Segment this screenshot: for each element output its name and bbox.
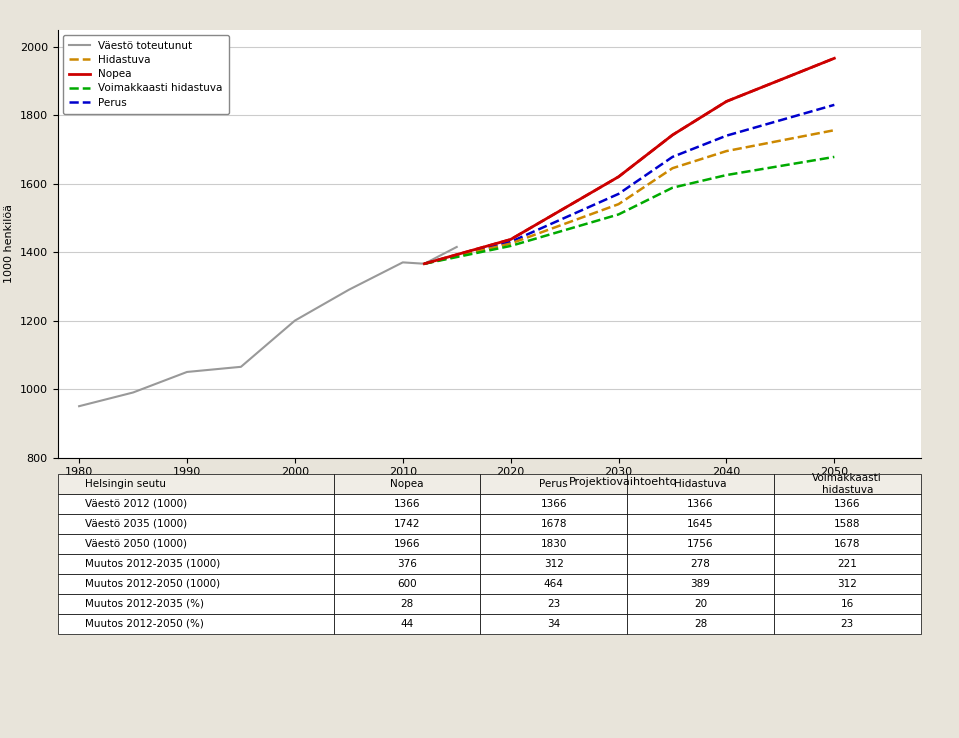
Väestö toteutunut	[235, 362, 246, 371]
Y-axis label: 1000 henkilöä: 1000 henkilöä	[4, 204, 14, 283]
Hidastuva	[829, 125, 840, 134]
Hidastuva	[720, 147, 732, 156]
Väestö toteutunut	[397, 258, 409, 267]
Line: Väestö toteutunut: Väestö toteutunut	[80, 247, 456, 406]
Line: Nopea: Nopea	[424, 58, 834, 263]
Perus	[667, 153, 678, 162]
Perus	[504, 238, 516, 246]
Voimakkaasti hidastuva	[829, 153, 840, 162]
Line: Hidastuva: Hidastuva	[424, 130, 834, 263]
Perus	[613, 190, 624, 199]
Väestö toteutunut	[451, 243, 462, 252]
Hidastuva	[418, 259, 430, 268]
Hidastuva	[613, 200, 624, 209]
Voimakkaasti hidastuva	[418, 259, 430, 268]
Legend: Väestö toteutunut, Hidastuva, Nopea, Voimakkaasti hidastuva, Perus: Väestö toteutunut, Hidastuva, Nopea, Voi…	[62, 35, 229, 114]
Väestö toteutunut	[74, 401, 85, 410]
Voimakkaasti hidastuva	[613, 210, 624, 219]
Line: Perus: Perus	[424, 105, 834, 263]
Väestö toteutunut	[289, 316, 300, 325]
Nopea	[829, 54, 840, 63]
Väestö toteutunut	[418, 259, 430, 268]
Väestö toteutunut	[343, 286, 355, 294]
Line: Voimakkaasti hidastuva: Voimakkaasti hidastuva	[424, 157, 834, 263]
Voimakkaasti hidastuva	[720, 170, 732, 179]
Nopea	[613, 173, 624, 182]
Voimakkaasti hidastuva	[504, 241, 516, 250]
Väestö toteutunut	[128, 388, 139, 397]
Perus	[418, 259, 430, 268]
Text: Projektiovaihtoehto: Projektiovaihtoehto	[569, 477, 677, 486]
Nopea	[720, 97, 732, 106]
Nopea	[667, 131, 678, 139]
Voimakkaasti hidastuva	[667, 183, 678, 192]
Perus	[829, 100, 840, 109]
Nopea	[418, 259, 430, 268]
Nopea	[504, 235, 516, 244]
Väestö toteutunut	[181, 368, 193, 376]
Perus	[720, 131, 732, 140]
Hidastuva	[667, 164, 678, 173]
Hidastuva	[504, 239, 516, 248]
